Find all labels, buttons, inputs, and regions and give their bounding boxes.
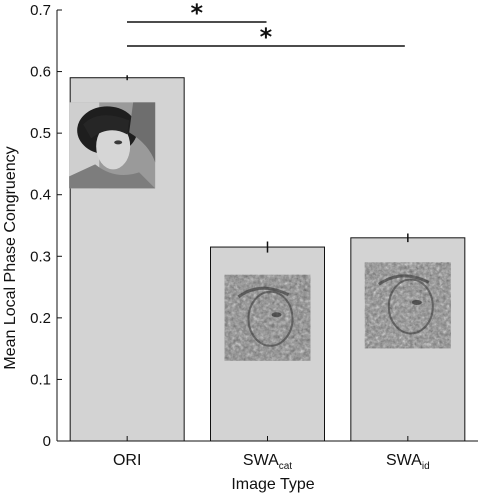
x-axis-title: Image Type	[231, 476, 314, 493]
y-tick-label-5: 0.5	[30, 125, 51, 142]
significance-star-2: *	[260, 23, 273, 51]
face-photo-original	[69, 102, 156, 189]
y-tick-label-6: 0.6	[30, 64, 51, 81]
y-tick-label-0: 0	[43, 433, 51, 450]
face-photo-swapped-identity	[364, 262, 451, 349]
y-tick-label-4: 0.4	[30, 187, 51, 204]
y-axis-title: Mean Local Phase Congruency	[2, 146, 19, 369]
significance-star-1: *	[190, 0, 203, 27]
face-photo-swapped-category	[224, 274, 311, 361]
x-tick-label-2: SWAid	[386, 452, 430, 472]
x-tick-label-1: SWAcat	[243, 452, 292, 472]
y-tick-label-7: 0.7	[30, 2, 51, 19]
y-tick-label-1: 0.1	[30, 371, 51, 388]
y-tick-label-2: 0.2	[30, 310, 51, 327]
x-tick-label-0: ORI	[113, 452, 141, 469]
y-tick-label-3: 0.3	[30, 248, 51, 265]
